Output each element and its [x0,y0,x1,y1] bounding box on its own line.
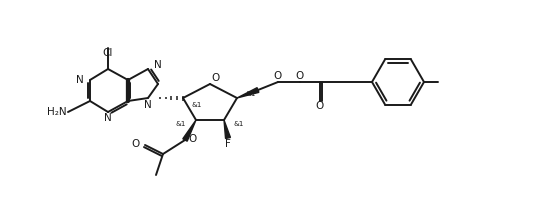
Polygon shape [224,120,230,139]
Text: O: O [132,139,140,149]
Text: O: O [211,73,219,83]
Text: N: N [154,60,162,70]
Text: &1: &1 [233,121,243,127]
Text: O: O [296,71,304,81]
Text: Cl: Cl [103,48,113,58]
Text: H₂N: H₂N [47,107,67,117]
Text: F: F [225,139,231,149]
Text: N: N [144,100,152,110]
Text: &1: &1 [191,102,202,108]
Text: O: O [188,134,196,144]
Text: &1: &1 [176,121,186,127]
Text: O: O [274,71,282,81]
Polygon shape [237,88,259,98]
Text: O: O [316,101,324,111]
Text: &1: &1 [246,91,256,97]
Text: N: N [104,113,112,123]
Polygon shape [183,120,196,141]
Text: N: N [76,75,84,85]
